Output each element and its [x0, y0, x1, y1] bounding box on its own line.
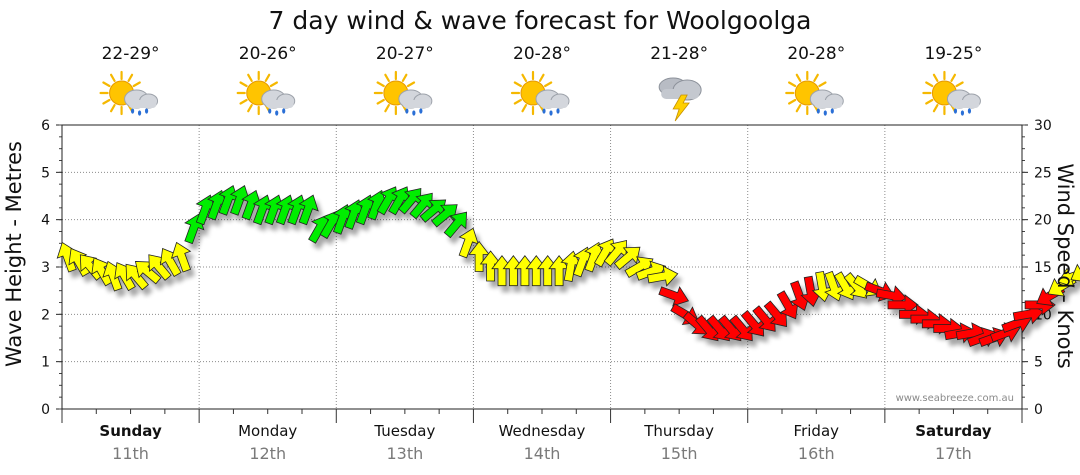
date-label: 13th — [386, 444, 423, 463]
wind-arrow — [1070, 260, 1080, 283]
date-label: 16th — [798, 444, 835, 463]
partly-cloudy-showers-icon — [785, 70, 844, 116]
day-label: Sunday — [99, 422, 162, 440]
right-tick-label: 25 — [1034, 165, 1052, 181]
y-axis-left-title: Wave Height - Metres — [2, 141, 26, 367]
wind-arrow — [298, 194, 319, 226]
day-label: Monday — [238, 422, 297, 440]
left-axis: 0 1 2 3 4 5 6 — [41, 118, 62, 418]
date-label: 17th — [935, 444, 972, 463]
thunderstorm-icon — [658, 77, 702, 122]
left-tick-label: 6 — [41, 118, 50, 134]
wind-arrows — [56, 185, 1080, 348]
wind-arrow — [170, 241, 192, 273]
left-tick-label: 3 — [41, 260, 50, 276]
temp-label: 20-28° — [787, 44, 845, 64]
date-label: 14th — [524, 444, 561, 463]
day-label: Tuesday — [373, 422, 435, 440]
right-tick-label: 30 — [1034, 118, 1052, 134]
wind-arrow — [613, 246, 641, 271]
temp-label: 21-28° — [650, 44, 708, 64]
date-label: 11th — [112, 444, 149, 463]
left-tick-label: 5 — [41, 165, 50, 181]
chart-title: 7 day wind & wave forecast for Woolgoolg… — [269, 6, 812, 35]
y-axis-right-title: Wind Speed - Knots — [1053, 163, 1077, 368]
partly-cloudy-showers-icon — [922, 70, 981, 116]
wind-arrow — [647, 265, 679, 287]
credit-text: www.seabreeze.com.au — [896, 393, 1014, 404]
wind-arrow — [431, 204, 458, 228]
weather-icons: 22-29° 20-26° 20-27° 20-28° 21-28° 20-28° 19-2… — [99, 44, 982, 122]
wind-arrow — [443, 211, 468, 239]
day-label: Friday — [794, 422, 840, 440]
day-label: Saturday — [915, 422, 992, 440]
left-tick-label: 1 — [41, 355, 50, 371]
left-tick-label: 2 — [41, 307, 50, 323]
right-tick-label: 15 — [1034, 260, 1052, 276]
date-label: 15th — [661, 444, 698, 463]
partly-cloudy-showers-icon — [99, 70, 159, 116]
date-label: 12th — [249, 444, 286, 463]
temp-label: 20-28° — [513, 44, 571, 64]
left-tick-label: 4 — [41, 213, 50, 229]
right-tick-label: 20 — [1034, 213, 1052, 229]
partly-cloudy-showers-icon — [236, 70, 296, 116]
temp-label: 20-26° — [239, 44, 297, 64]
temp-label: 19-25° — [924, 44, 982, 64]
left-tick-label: 0 — [41, 402, 50, 418]
partly-cloudy-showers-icon — [510, 70, 570, 116]
right-tick-label: 0 — [1034, 402, 1043, 418]
day-label: Thursday — [643, 422, 714, 440]
wind-arrow — [658, 286, 690, 307]
temp-label: 20-27° — [376, 44, 434, 64]
bottom-axis: Sunday 11th Monday 12th Tuesday 13th Wednesday… — [61, 124, 1023, 463]
day-label: Wednesday — [499, 422, 586, 440]
partly-cloudy-showers-icon — [373, 70, 433, 116]
temp-label: 22-29° — [102, 44, 160, 64]
right-tick-label: 5 — [1034, 355, 1043, 371]
